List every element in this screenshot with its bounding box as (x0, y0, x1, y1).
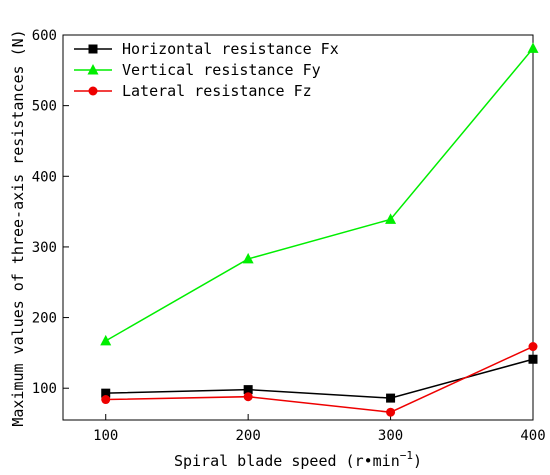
data-point-circle (243, 392, 253, 402)
y-tick-label: 600 (32, 28, 57, 44)
data-point-square (88, 44, 98, 54)
plot-frame (62, 34, 534, 421)
series-circle (101, 342, 538, 417)
x-tick-label: 200 (236, 428, 261, 444)
data-point-triangle (527, 42, 539, 53)
x-tick-label: 400 (520, 428, 545, 444)
data-point-circle (528, 342, 538, 352)
y-axis-ticks: 100 200 300 400 500 600 (32, 28, 69, 397)
x-axis-ticks: 100 200 300 400 (93, 414, 546, 444)
legend-item: Lateral resistance Fz (74, 82, 312, 100)
series-triangle (100, 42, 539, 346)
data-point-triangle (100, 334, 112, 346)
y-axis-title: Maximum values of three-axis resistances… (9, 29, 27, 426)
series-line (105, 47, 534, 342)
data-point-triangle (242, 252, 254, 264)
data-point-triangle (385, 213, 397, 224)
x-axis-title: Spiral blade speed (r•min−1) (174, 449, 422, 470)
legend-label: Horizontal resistance Fx (122, 40, 339, 58)
x-tick-label: 100 (93, 428, 118, 444)
y-tick-label: 200 (32, 311, 57, 327)
legend-item: Vertical resistance Fy (74, 61, 321, 79)
data-point-square (386, 393, 396, 403)
legend-label: Lateral resistance Fz (122, 82, 312, 100)
data-point-triangle (87, 64, 99, 75)
y-tick-label: 500 (32, 99, 57, 115)
y-tick-label: 300 (32, 240, 57, 256)
data-point-square (243, 385, 253, 395)
legend-label: Vertical resistance Fy (122, 61, 321, 79)
data-point-square (101, 388, 111, 398)
legend-item: Horizontal resistance Fx (74, 40, 339, 58)
series-line (105, 358, 534, 399)
legend: Horizontal resistance Fx Vertical resista… (74, 40, 339, 100)
series-layer (100, 42, 539, 417)
data-point-circle (101, 395, 111, 405)
y-tick-label: 400 (32, 169, 57, 185)
y-tick-label: 100 (32, 381, 57, 397)
x-tick-label: 300 (378, 428, 403, 444)
series-square (101, 354, 538, 403)
data-point-square (528, 354, 538, 364)
data-point-circle (88, 86, 98, 96)
data-point-circle (386, 407, 396, 417)
series-line (105, 345, 534, 413)
